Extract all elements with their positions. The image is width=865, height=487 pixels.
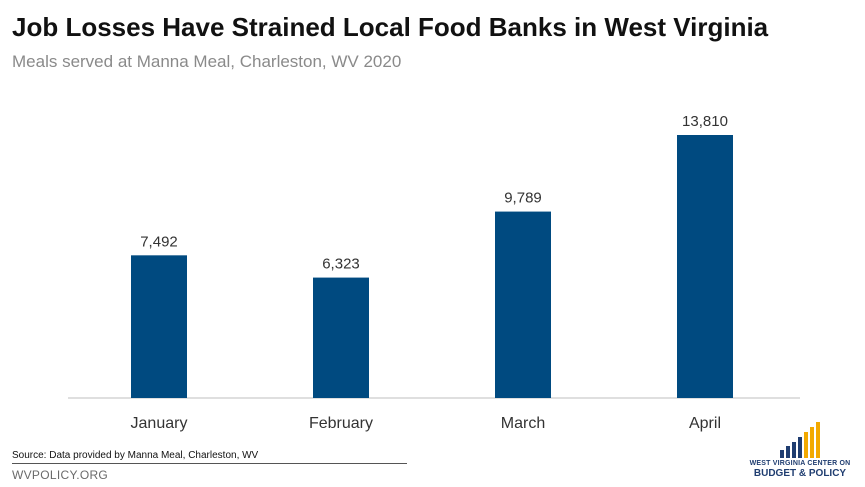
source-note: Source: Data provided by Manna Meal, Cha…: [12, 450, 259, 461]
bar-april: [677, 135, 733, 398]
logo-text-bottom: BUDGET & POLICY: [753, 468, 847, 479]
bar-chart-logo-icon: [780, 422, 820, 458]
logo-text-top: WEST VIRGINIA CENTER ON: [749, 460, 851, 467]
bar-january: [131, 255, 187, 398]
bar-chart: 7,492 January 6,323 February 9,789 March 13,81…: [68, 113, 800, 432]
category-label-february: February: [309, 415, 373, 432]
bar-march: [495, 211, 551, 398]
wvcbp-logo: WEST VIRGINIA CENTER ON BUDGET & POLICY: [744, 420, 856, 482]
category-label-march: March: [501, 415, 545, 432]
chart-subtitle: Meals served at Manna Meal, Charleston, …: [12, 52, 402, 71]
site-url: WVPOLICY.ORG: [12, 468, 109, 482]
data-label-february: 6,323: [322, 256, 360, 273]
category-label-april: April: [689, 415, 721, 432]
data-label-january: 7,492: [140, 233, 178, 250]
category-label-january: January: [131, 415, 188, 432]
data-label-april: 13,810: [682, 113, 728, 130]
source-divider: [12, 463, 407, 464]
chart-title: Job Losses Have Strained Local Food Bank…: [12, 12, 769, 42]
data-label-march: 9,789: [504, 190, 542, 207]
bar-february: [313, 277, 369, 398]
